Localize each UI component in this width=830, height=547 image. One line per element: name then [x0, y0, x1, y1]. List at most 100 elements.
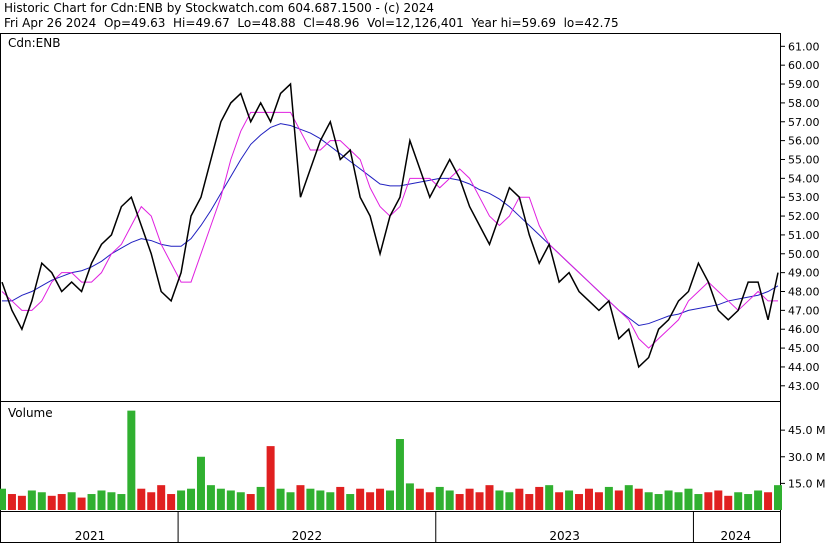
- volume-bar: [684, 488, 693, 510]
- volume-bar: [356, 488, 365, 510]
- y-tick-label: 45.00: [788, 342, 820, 355]
- volume-bar: [505, 492, 514, 510]
- volume-bar: [525, 494, 534, 510]
- volume-bar: [614, 490, 623, 510]
- y-tick-label: 50.00: [788, 248, 820, 261]
- volume-bar: [704, 492, 713, 510]
- volume-bar: [236, 492, 245, 510]
- volume-bar: [405, 483, 414, 510]
- volume-bar: [694, 494, 703, 510]
- y-tick-label: 53.00: [788, 191, 820, 204]
- y-tick-label: 46.00: [788, 323, 820, 336]
- volume-bar: [754, 490, 763, 510]
- volume-bar: [246, 494, 255, 510]
- y-tick-label: 60.00: [788, 59, 820, 72]
- volume-bar: [465, 488, 474, 510]
- volume-bar: [296, 485, 305, 510]
- volume-bar: [316, 490, 325, 510]
- year-label: 2022: [292, 529, 323, 543]
- volume-bar: [67, 492, 76, 510]
- volume-bar: [47, 495, 56, 510]
- y-tick-label: 61.00: [788, 40, 820, 53]
- volume-bar: [37, 492, 46, 510]
- volume-bar: [216, 488, 225, 510]
- volume-bar: [57, 494, 66, 510]
- y-tick-label: 51.00: [788, 229, 820, 242]
- volume-bar: [7, 494, 16, 510]
- y-tick-label: 15.0 M: [788, 477, 825, 490]
- volume-bar: [17, 495, 26, 510]
- volume-bar: [226, 490, 235, 510]
- volume-bar: [455, 494, 464, 510]
- y-tick-label: 59.00: [788, 78, 820, 91]
- y-tick-label: 54.00: [788, 172, 820, 185]
- volume-bar: [764, 492, 773, 510]
- volume-bar: [137, 488, 146, 510]
- year-label: 2023: [549, 529, 580, 543]
- volume-bar: [565, 490, 574, 510]
- chart-title: Historic Chart for Cdn:ENB by Stockwatch…: [4, 1, 434, 15]
- volume-bar: [415, 488, 424, 510]
- volume-bar: [376, 488, 385, 510]
- volume-bar: [107, 492, 116, 510]
- volume-bar: [147, 492, 156, 510]
- volume-bar: [485, 485, 494, 510]
- volume-bar: [0, 488, 6, 510]
- y-tick-label: 49.00: [788, 267, 820, 280]
- volume-bar: [584, 488, 593, 510]
- volume-bar: [594, 492, 603, 510]
- volume-bar: [87, 494, 96, 510]
- y-tick-label: 45.0 M: [788, 424, 825, 437]
- volume-bar: [196, 456, 205, 510]
- volume-bar: [127, 410, 136, 510]
- volume-bar: [177, 490, 186, 510]
- volume-label: Volume: [8, 406, 53, 420]
- volume-bar: [664, 490, 673, 510]
- volume-bar: [276, 488, 285, 510]
- price-line: [1, 111, 778, 349]
- volume-bar: [346, 494, 355, 510]
- volume-bar: [724, 495, 733, 510]
- volume-bar: [97, 490, 106, 510]
- chart-subtitle: Fri Apr 26 2024 Op=49.63 Hi=49.67 Lo=48.…: [4, 16, 619, 30]
- y-tick-label: 43.00: [788, 380, 820, 393]
- y-tick-label: 56.00: [788, 135, 820, 148]
- volume-bar: [425, 492, 434, 510]
- volume-bar: [634, 488, 643, 510]
- volume-bar: [575, 494, 584, 510]
- volume-bar: [326, 492, 335, 510]
- volume-bar: [306, 488, 315, 510]
- volume-bar: [495, 490, 504, 510]
- volume-bar: [475, 492, 484, 510]
- volume-bar: [624, 485, 633, 510]
- year-label: 2024: [720, 529, 751, 543]
- year-label: 2021: [75, 529, 106, 543]
- volume-bar: [256, 486, 265, 510]
- volume-bar: [366, 492, 375, 510]
- volume-bar: [435, 486, 444, 510]
- volume-bar: [654, 494, 663, 510]
- y-tick-label: 58.00: [788, 97, 820, 110]
- volume-bar: [27, 490, 36, 510]
- volume-bar: [714, 490, 723, 510]
- volume-bar: [157, 485, 166, 510]
- y-tick-label: 30.0 M: [788, 451, 825, 464]
- price-line: [1, 82, 779, 369]
- y-tick-label: 55.00: [788, 153, 820, 166]
- volume-bar: [187, 488, 196, 510]
- volume-bar: [644, 492, 653, 510]
- volume-bar: [734, 492, 743, 510]
- volume-bar: [395, 439, 404, 510]
- volume-bar: [674, 492, 683, 510]
- y-tick-label: 57.00: [788, 116, 820, 129]
- volume-bar: [774, 485, 782, 510]
- volume-bar: [515, 488, 524, 510]
- volume-bar: [206, 485, 215, 510]
- volume-bar: [286, 492, 295, 510]
- frame: [0, 33, 781, 543]
- y-tick-label: 52.00: [788, 210, 820, 223]
- volume-bar: [386, 490, 394, 510]
- volume-bar: [604, 486, 613, 510]
- volume-bar: [77, 497, 86, 510]
